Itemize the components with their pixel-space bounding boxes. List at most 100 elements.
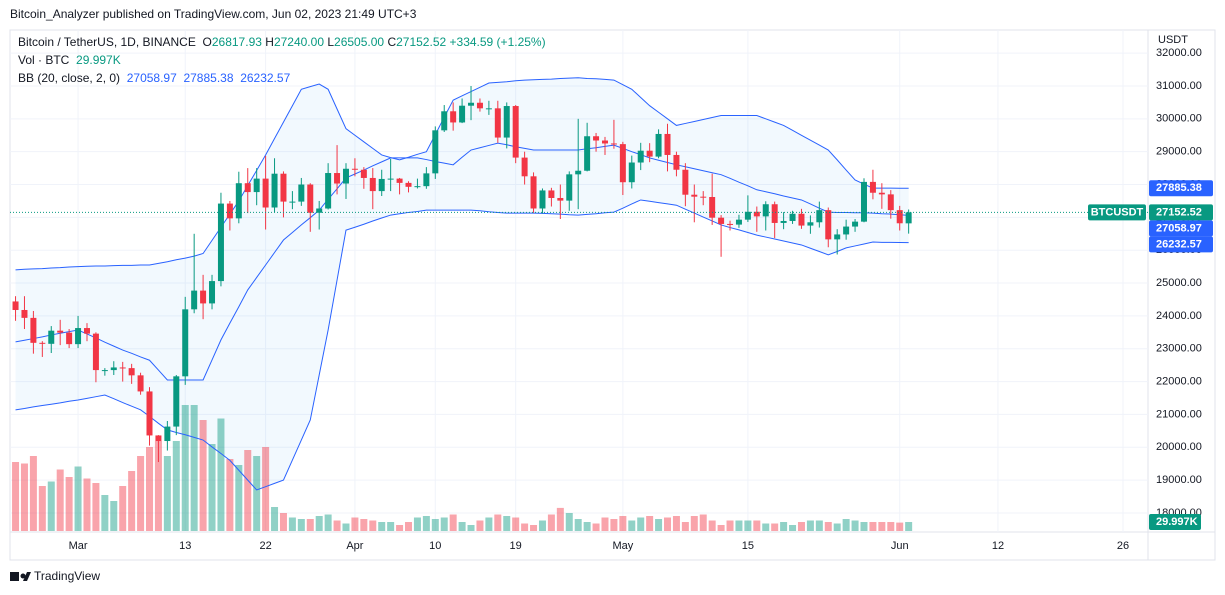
candle-body bbox=[816, 210, 823, 223]
candle-body bbox=[316, 208, 323, 213]
volume-bar bbox=[574, 519, 582, 531]
candle-body bbox=[378, 178, 385, 192]
symbol: Bitcoin / TetherUS, 1D, BINANCE bbox=[18, 35, 196, 49]
ohlc-value: 26505.00 bbox=[334, 35, 385, 49]
volume-bar bbox=[56, 469, 64, 531]
ohlc-value: 27240.00 bbox=[273, 35, 324, 49]
candle-body bbox=[762, 204, 769, 217]
volume-bar bbox=[780, 522, 788, 531]
volume-bar bbox=[20, 463, 28, 531]
price-tag bbox=[1149, 236, 1213, 253]
candle-body bbox=[39, 342, 46, 344]
candle-body bbox=[610, 143, 617, 145]
y-tick-label: 24000.00 bbox=[1156, 310, 1202, 322]
volume-bar bbox=[824, 522, 832, 531]
candle-body bbox=[271, 173, 278, 208]
volume-bar bbox=[12, 462, 20, 531]
volume-bar bbox=[646, 516, 654, 531]
x-tick-label: 13 bbox=[179, 540, 191, 552]
x-tick-label: Mar bbox=[69, 540, 88, 552]
volume-bar bbox=[762, 523, 770, 531]
volume-bar bbox=[271, 507, 279, 531]
candle-body bbox=[628, 162, 635, 183]
volume-bar bbox=[449, 514, 457, 531]
volume-bar bbox=[556, 507, 564, 531]
volume-bar bbox=[324, 514, 332, 531]
candle-body bbox=[566, 174, 573, 201]
volume-bar bbox=[681, 522, 689, 531]
symbol-tag bbox=[1088, 204, 1146, 221]
candle-body bbox=[753, 211, 760, 217]
volume-bar bbox=[29, 456, 37, 531]
candle-body bbox=[494, 108, 501, 138]
candle-body bbox=[200, 290, 207, 304]
volume-bar bbox=[387, 522, 395, 531]
volume-bar bbox=[797, 522, 805, 531]
candle-body bbox=[869, 181, 876, 193]
volume-bar bbox=[610, 519, 618, 531]
candle-body bbox=[75, 328, 82, 345]
ohlc-key: O bbox=[202, 35, 212, 49]
volume-bar bbox=[226, 459, 234, 531]
volume-bar bbox=[592, 523, 600, 531]
x-tick-label: 19 bbox=[510, 540, 522, 552]
ohlc-value: 27152.52 bbox=[396, 35, 447, 49]
ohlc-value: 26817.93 bbox=[211, 35, 262, 49]
candle-body bbox=[548, 190, 555, 198]
legend-row: Vol · BTC 29.997K bbox=[18, 51, 546, 69]
volume-bar bbox=[485, 517, 493, 531]
volume-bar bbox=[74, 466, 82, 531]
candle-body bbox=[307, 184, 314, 213]
volume-bar bbox=[440, 517, 448, 531]
y-tick-label: 23000.00 bbox=[1156, 343, 1202, 355]
volume-bar bbox=[101, 495, 109, 531]
price-tag-label: 27885.38 bbox=[1156, 182, 1202, 194]
volume-bar bbox=[735, 520, 743, 531]
candle-body bbox=[298, 184, 305, 202]
brand: TradingView bbox=[34, 569, 100, 583]
candle-body bbox=[244, 183, 251, 193]
candle-body bbox=[593, 136, 600, 141]
volume-bar bbox=[878, 522, 886, 531]
x-tick-label: 26 bbox=[1117, 540, 1129, 552]
y-tick-label: 30000.00 bbox=[1156, 113, 1202, 125]
price-tag-label: 27058.97 bbox=[1156, 222, 1202, 234]
volume-bar bbox=[342, 523, 350, 531]
volume-bar bbox=[726, 520, 734, 531]
volume-name: Vol · BTC bbox=[18, 53, 70, 67]
volume-bar bbox=[146, 447, 154, 531]
volume-bar bbox=[753, 520, 761, 531]
price-tag bbox=[1149, 180, 1213, 197]
candle-body bbox=[646, 150, 653, 157]
x-tick-label: Jun bbox=[891, 540, 909, 552]
volume-bar bbox=[351, 517, 359, 531]
volume-bar bbox=[789, 525, 797, 531]
candle-body bbox=[57, 330, 64, 333]
volume-bar bbox=[521, 523, 529, 531]
candle-body bbox=[834, 234, 841, 240]
candle-body bbox=[351, 168, 358, 170]
candle-body bbox=[92, 333, 99, 371]
candle-body bbox=[83, 328, 90, 334]
candle-body bbox=[905, 212, 912, 224]
y-tick-label: 19000.00 bbox=[1156, 474, 1202, 486]
candle-body bbox=[539, 190, 546, 209]
ohlc-key: L bbox=[327, 35, 335, 49]
candle-body bbox=[396, 178, 403, 183]
grid bbox=[10, 30, 1148, 532]
volume-bar bbox=[217, 418, 225, 531]
candle-body bbox=[369, 177, 376, 192]
volume-bar bbox=[431, 519, 439, 531]
volume-bar bbox=[137, 456, 145, 531]
volume-bar bbox=[154, 441, 162, 531]
volume-bar bbox=[47, 481, 55, 531]
price-tag-label: 27152.52 bbox=[1156, 206, 1202, 218]
candle-body bbox=[682, 169, 689, 195]
candle-body bbox=[789, 213, 796, 221]
candle-body bbox=[128, 368, 135, 376]
y-tick-label: 32000.00 bbox=[1156, 47, 1202, 59]
volume-bar bbox=[860, 522, 868, 531]
ohlc: O26817.93 H27240.00 L26505.00 C27152.52 bbox=[203, 35, 450, 49]
x-tick-label: 15 bbox=[742, 540, 754, 552]
